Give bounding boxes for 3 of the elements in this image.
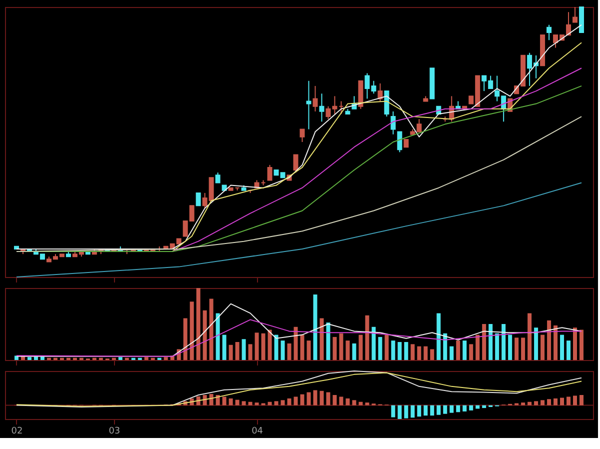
x-tick-label: 02 [11, 426, 23, 436]
x-tick-label: 03 [108, 426, 120, 436]
x-tick-label: 04 [252, 426, 264, 436]
